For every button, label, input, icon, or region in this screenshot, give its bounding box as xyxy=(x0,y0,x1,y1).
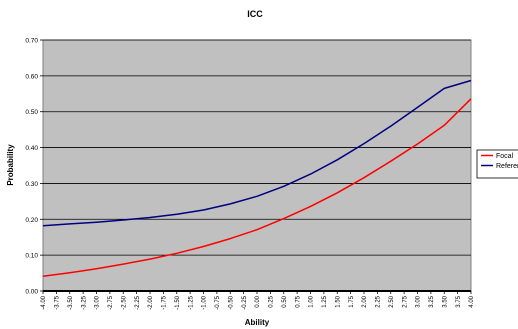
x-tick-label: 1.75 xyxy=(349,295,355,307)
x-tick-label: -4.00 xyxy=(41,295,47,309)
y-axis-label: Probability xyxy=(6,144,15,186)
x-tick-label: 3.75 xyxy=(456,295,462,307)
x-tick-label: 0.50 xyxy=(282,295,288,307)
x-tick-label: 3.25 xyxy=(429,295,435,307)
x-tick-label: -0.50 xyxy=(228,295,234,309)
x-tick-label: -3.25 xyxy=(81,295,87,309)
x-tick-label: 3.50 xyxy=(442,295,448,307)
x-tick-label: 1.00 xyxy=(309,295,315,307)
x-tick-label: -1.25 xyxy=(188,295,194,309)
x-tick-label: -3.00 xyxy=(95,295,101,309)
legend: Focal Reference xyxy=(476,149,518,179)
x-tick-label: 2.00 xyxy=(362,295,368,307)
x-tick-label: 3.00 xyxy=(416,295,422,307)
y-tick-label: 0.40 xyxy=(25,145,38,152)
x-tick-label: 2.50 xyxy=(389,295,395,307)
x-tick-label: 2.25 xyxy=(376,295,382,307)
chart-title: ICC xyxy=(247,9,263,19)
x-tick-label: -1.75 xyxy=(162,295,168,309)
x-tick-label: -1.50 xyxy=(175,295,181,309)
series-line-focal xyxy=(42,98,472,278)
x-tick-label: -2.00 xyxy=(148,295,154,309)
y-tick-label: 0.00 xyxy=(25,289,38,296)
x-tick-label: 0.25 xyxy=(269,295,275,307)
x-tick-label: 0.00 xyxy=(255,295,261,307)
x-tick-label: 4.00 xyxy=(469,295,475,307)
series-line-reference xyxy=(42,79,472,227)
x-tick-label: 2.75 xyxy=(402,295,408,307)
x-tick-label: -3.75 xyxy=(55,295,61,309)
y-tick-label: 0.50 xyxy=(25,109,38,116)
y-tick-label: 0.20 xyxy=(25,217,38,224)
y-tick-label: 0.10 xyxy=(25,253,38,260)
x-tick-label: -0.25 xyxy=(242,295,248,309)
x-tick-label: -2.25 xyxy=(135,295,141,309)
legend-box xyxy=(476,149,518,179)
y-axis-ticks: 0.00 0.10 0.20 0.30 0.40 0.50 0.60 0.70 xyxy=(25,38,43,296)
grid-lines xyxy=(43,39,471,256)
x-tick-label: -3.50 xyxy=(68,295,74,309)
x-tick-label: 1.25 xyxy=(322,295,328,307)
x-tick-label: -1.00 xyxy=(202,295,208,309)
x-tick-label: -2.75 xyxy=(108,295,114,309)
x-axis-ticks: -4.00 -3.75 -3.50 -3.25 -3.00 -2.75 -2.50 -2.25… xyxy=(41,291,475,310)
legend-items: Focal Reference xyxy=(481,153,518,170)
series-layer xyxy=(42,79,472,278)
y-tick-label: 0.30 xyxy=(25,181,38,188)
y-tick-label: 0.70 xyxy=(25,38,38,45)
x-tick-label: -0.75 xyxy=(215,295,221,309)
plot-area xyxy=(42,39,472,292)
x-tick-label: 0.75 xyxy=(295,295,301,307)
y-tick-label: 0.60 xyxy=(25,73,38,80)
legend-label: Reference xyxy=(496,163,518,170)
x-tick-label: -2.50 xyxy=(121,295,127,309)
x-axis-label: Ability xyxy=(245,318,270,327)
x-tick-label: 1.50 xyxy=(335,295,341,307)
legend-label: Focal xyxy=(496,153,514,160)
